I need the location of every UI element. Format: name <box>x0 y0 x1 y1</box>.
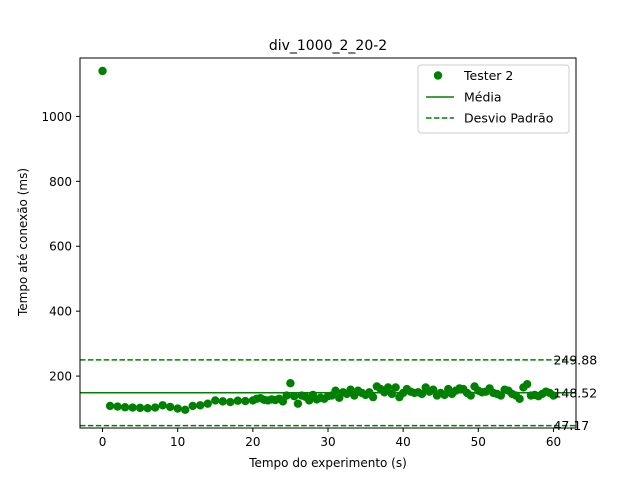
x-tick-label: 0 <box>99 435 107 449</box>
data-point <box>233 396 243 405</box>
data-point <box>293 399 303 408</box>
data-point <box>515 394 524 403</box>
data-point <box>120 403 130 412</box>
data-point <box>196 401 205 410</box>
data-point <box>181 405 190 415</box>
data-point <box>165 402 175 412</box>
x-tick-label: 40 <box>396 435 411 449</box>
data-point <box>173 404 182 413</box>
y-tick-label: 800 <box>49 175 72 189</box>
chart-title: div_1000_2_20-2 <box>269 38 387 54</box>
data-point <box>289 391 299 401</box>
data-point <box>522 379 532 389</box>
x-axis-label: Tempo do experimento (s) <box>248 456 407 470</box>
plot-area <box>80 66 576 427</box>
data-point <box>158 401 167 410</box>
data-point <box>150 403 160 412</box>
data-point <box>391 383 400 392</box>
legend-marker-tester <box>433 71 443 80</box>
data-point <box>387 389 397 399</box>
data-point <box>383 383 393 392</box>
data-point <box>226 397 235 407</box>
reference-line-label: 148.52 <box>553 385 597 400</box>
reference-line-label: 249.88 <box>553 352 597 367</box>
data-point <box>331 386 340 395</box>
legend-label: Desvio Padrão <box>464 111 553 126</box>
data-point <box>98 66 107 76</box>
x-tick-label: 30 <box>320 435 335 449</box>
data-point <box>143 404 152 413</box>
data-point <box>113 402 122 411</box>
legend-frame <box>417 64 570 134</box>
data-point <box>105 401 115 411</box>
y-tick-label: 1000 <box>41 110 72 124</box>
y-tick-label: 400 <box>49 305 72 319</box>
y-axis-label: Tempo até conexão (ms) <box>16 168 30 317</box>
data-point <box>368 392 378 402</box>
data-point <box>218 397 227 406</box>
data-point <box>211 396 220 405</box>
legend-label: Média <box>464 90 502 105</box>
axes: 148.52 249.88 47.17 0 10 20 30 40 50 60 200 400 600 8… <box>41 57 597 449</box>
x-tick-label: 10 <box>170 435 185 449</box>
x-tick-label: 50 <box>471 435 486 449</box>
legend: Tester 2 Média Desvio Padrão <box>417 64 570 134</box>
data-point <box>549 391 558 400</box>
x-tick-label: 60 <box>546 435 561 449</box>
reference-line-label: 47.17 <box>553 418 589 433</box>
data-point <box>282 391 291 400</box>
y-tick-label: 200 <box>49 370 72 384</box>
legend-label: Tester 2 <box>463 68 513 83</box>
data-point <box>466 391 475 400</box>
y-tick-label: 600 <box>49 240 72 254</box>
data-point <box>135 403 145 413</box>
data-point <box>417 389 427 399</box>
data-point <box>188 401 197 411</box>
x-tick-label: 20 <box>245 435 260 449</box>
data-point <box>128 403 137 412</box>
data-point <box>286 379 295 388</box>
data-point <box>203 399 212 408</box>
data-point <box>241 396 250 406</box>
